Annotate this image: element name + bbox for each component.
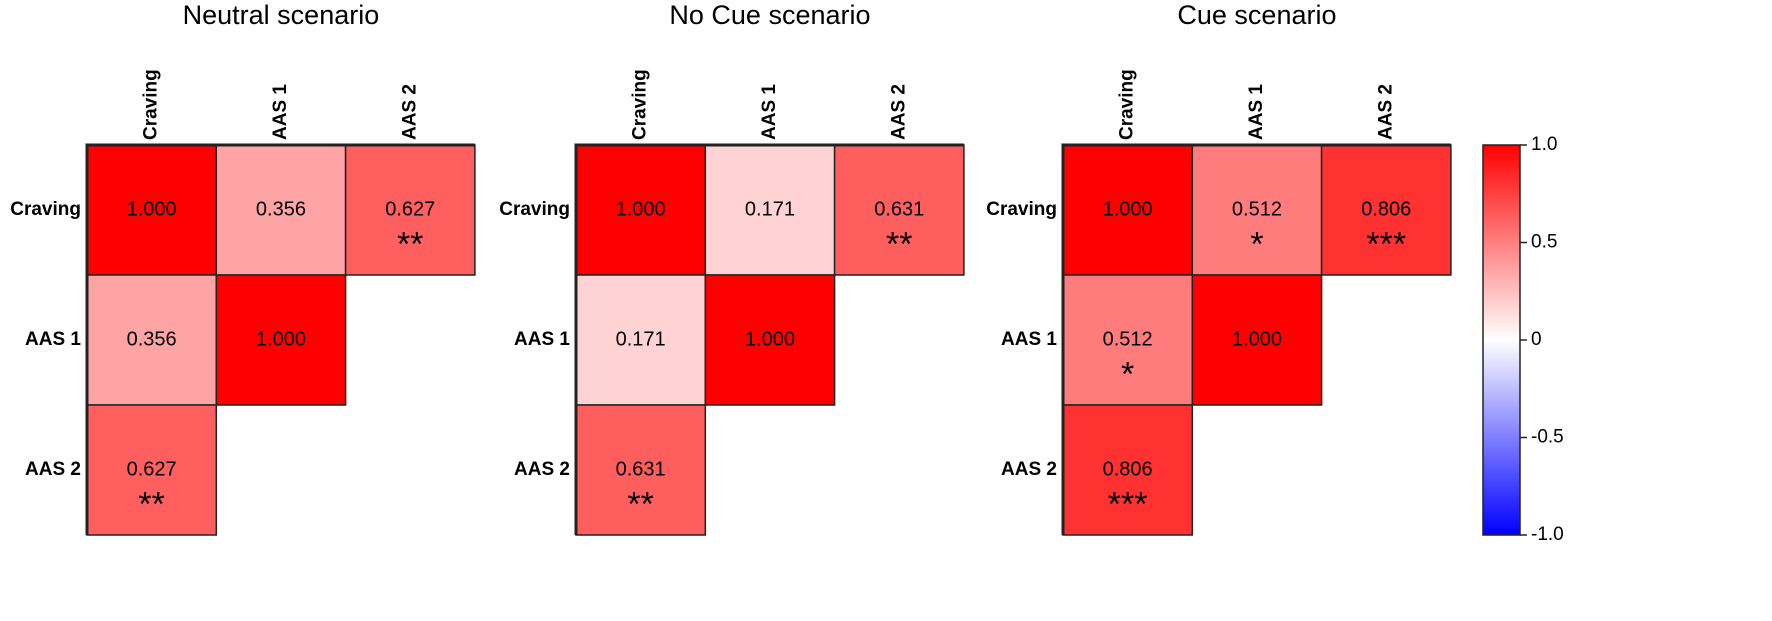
column-label: AAS 2 [399, 84, 420, 140]
value-label: 0.631 [616, 458, 666, 480]
heatmap-cell [1191, 274, 1323, 406]
heatmap-cell [86, 404, 218, 536]
heatmap-cell [575, 404, 707, 536]
significance-stars: *** [1108, 485, 1148, 523]
colorbar-tick-label: -1.0 [1531, 524, 1564, 545]
significance-stars: *** [1366, 225, 1406, 263]
heatmap-cell [575, 274, 707, 406]
column-label: Craving [630, 69, 651, 140]
colorbar-tick-label: 0.5 [1531, 232, 1557, 253]
colorbar [1482, 144, 1521, 536]
colorbar-tick-label: 1.0 [1531, 134, 1557, 155]
heatmap-cell [1191, 144, 1323, 276]
value-label: 0.806 [1103, 458, 1153, 480]
column-label: AAS 2 [1375, 84, 1396, 140]
value-label: 1.000 [745, 328, 795, 350]
column-label: Craving [141, 69, 162, 140]
heatmap-cell [1062, 144, 1194, 276]
column-label: AAS 1 [1246, 84, 1267, 140]
value-label: 0.806 [1361, 198, 1411, 220]
row-label: Craving [986, 199, 1057, 220]
value-label: 0.627 [385, 198, 435, 220]
significance-stars: * [1121, 355, 1134, 393]
heatmap-cell [86, 144, 218, 276]
colorbar-tick-label: -0.5 [1531, 427, 1564, 448]
value-label: 1.000 [256, 328, 306, 350]
column-label: AAS 2 [888, 84, 909, 140]
significance-stars: * [1250, 225, 1263, 263]
value-label: 0.627 [127, 458, 177, 480]
heatmap-cell [215, 274, 347, 406]
row-label: AAS 1 [1001, 329, 1057, 350]
value-label: 0.356 [256, 198, 306, 220]
row-label: AAS 2 [1001, 459, 1057, 480]
row-label: Craving [499, 199, 570, 220]
value-label: 1.000 [616, 198, 666, 220]
heatmap-cell [704, 274, 836, 406]
heatmap-cell [1320, 144, 1452, 276]
row-label: AAS 1 [514, 329, 570, 350]
row-label: AAS 2 [25, 459, 81, 480]
value-label: 0.631 [874, 198, 924, 220]
value-label: 0.512 [1103, 328, 1153, 350]
heatmap-cell [215, 144, 347, 276]
colorbar-tick-label: 0 [1531, 329, 1542, 350]
panel-outline [1061, 143, 1451, 535]
significance-stars: ** [397, 225, 423, 263]
heatmap-cell [833, 144, 965, 276]
value-label: 0.171 [616, 328, 666, 350]
column-label: AAS 1 [270, 84, 291, 140]
heatmap-cell [1062, 404, 1194, 536]
chart-title: Cue scenario [1177, 0, 1336, 30]
value-label: 1.000 [1232, 328, 1282, 350]
row-label: AAS 1 [25, 329, 81, 350]
value-label: 1.000 [127, 198, 177, 220]
row-label: AAS 2 [514, 459, 570, 480]
column-label: Craving [1117, 69, 1138, 140]
significance-stars: ** [886, 225, 912, 263]
panel-outline [574, 143, 964, 535]
value-label: 0.356 [127, 328, 177, 350]
value-label: 0.171 [745, 198, 795, 220]
heatmap-cell [704, 144, 836, 276]
heatmap-cell [86, 274, 218, 406]
row-label: Craving [10, 199, 81, 220]
significance-stars: ** [138, 485, 164, 523]
chart-title: No Cue scenario [669, 0, 870, 30]
value-label: 1.000 [1103, 198, 1153, 220]
significance-stars: ** [627, 485, 653, 523]
column-label: AAS 1 [759, 84, 780, 140]
panel-outline [85, 143, 475, 535]
chart-title: Neutral scenario [183, 0, 380, 30]
value-label: 0.512 [1232, 198, 1282, 220]
